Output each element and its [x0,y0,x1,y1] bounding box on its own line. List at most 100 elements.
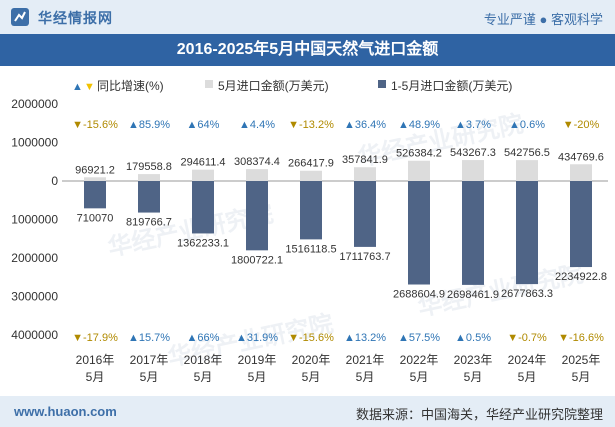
bar-month [300,170,322,181]
y-tick-label: 1000000 [11,213,58,227]
slogan: 专业严谨 ● 客观科学 [483,12,603,27]
growth-ytd-label: ▲0.5% [455,332,491,344]
x-tick-label-month: 5月 [140,370,159,384]
growth-month-label: ▲3.7% [455,119,491,131]
x-tick-label-year: 2016年 [76,353,115,367]
bar-ytd [84,181,106,209]
value-label-month: 357841.9 [342,154,388,166]
x-tick-label-month: 5月 [302,370,321,384]
bar-month [354,167,376,181]
value-label-month: 266417.9 [288,158,334,170]
bar-month [408,160,430,181]
y-tick-label: 2000000 [11,251,58,265]
y-tick-label: 4000000 [11,328,58,342]
brand-name: 华经情报网 [38,10,113,26]
growth-ytd-label: ▲57.5% [398,332,440,344]
growth-month-label: ▲64% [187,119,220,131]
growth-month-label: ▲48.9% [398,119,440,131]
bar-month [84,177,106,181]
value-label-month: 294611.4 [180,157,225,169]
value-label-ytd: 1711763.7 [339,251,390,263]
bar-month [138,174,160,181]
x-tick-label-month: 5月 [86,370,105,384]
y-tick-label: 2000000 [11,97,58,111]
value-label-month: 179558.8 [126,161,172,173]
growth-ytd-label: ▼-16.6% [558,332,604,344]
value-label-ytd: 2698461.9 [447,289,499,301]
x-tick-label-year: 2023年 [454,353,493,367]
bar-ytd [300,181,322,240]
growth-month-label: ▲36.4% [344,119,386,131]
growth-ytd-label: ▲31.9% [236,332,278,344]
growth-month-label: ▲0.6% [509,119,545,131]
value-label-ytd: 2677863.3 [501,288,553,300]
x-tick-label-month: 5月 [518,370,537,384]
x-tick-label-month: 5月 [572,370,591,384]
growth-month-label: ▼-20% [563,119,600,131]
growth-ytd-label: ▼-0.7% [507,332,547,344]
growth-ytd-label: ▼-15.6% [288,332,334,344]
value-label-ytd: 2234922.8 [555,271,607,283]
x-tick-label-year: 2020年 [292,353,331,367]
footer-source: 数据来源：中国海关，华经产业研究院整理 [355,407,603,422]
chart-title: 2016-2025年5月中国天然气进口金额 [176,41,439,58]
x-tick-label-year: 2019年 [238,353,277,367]
value-label-month: 96921.2 [75,164,115,176]
bar-month [462,160,484,181]
value-label-ytd: 710070 [77,212,114,224]
legend-growth-label: 同比增速(%) [97,79,164,93]
x-tick-label-year: 2024年 [508,353,547,367]
growth-month-label: ▲85.9% [128,119,170,131]
x-tick-label-year: 2022年 [400,353,439,367]
bar-ytd [354,181,376,247]
bar-ytd [192,181,214,234]
x-tick-label-month: 5月 [410,370,429,384]
brand-logo-icon [11,8,29,26]
value-label-month: 526384.2 [396,148,442,160]
x-tick-label-month: 5月 [356,370,375,384]
value-label-ytd: 1800722.1 [231,254,283,266]
growth-ytd-label: ▲66% [187,332,220,344]
value-label-ytd: 1362233.1 [177,237,229,249]
bar-ytd [516,181,538,285]
growth-month-label: ▲4.4% [239,119,275,131]
legend-ytd-label: 1-5月进口金额(万美元) [391,78,512,93]
x-tick-label-year: 2025年 [562,353,601,367]
bar-ytd [408,181,430,285]
x-tick-label-month: 5月 [464,370,483,384]
x-tick-label-year: 2021年 [346,353,385,367]
x-tick-label-month: 5月 [194,370,213,384]
bar-month [192,169,214,181]
growth-ytd-label: ▲13.2% [344,332,386,344]
legend-up-arrow-icon: ▲ [72,81,83,93]
footer-site-link[interactable]: www.huaon.com [14,404,117,419]
value-label-ytd: 2688604.9 [393,289,445,301]
x-tick-label-year: 2018年 [184,353,223,367]
y-tick-label: 3000000 [11,290,58,304]
legend-down-arrow-icon: ▼ [84,81,95,93]
bar-month [516,160,538,181]
value-label-month: 308374.4 [234,156,280,168]
value-label-ytd: 1516118.5 [285,243,336,255]
bar-month [246,169,268,181]
growth-ytd-label: ▼-17.9% [72,332,118,344]
x-tick-label-month: 5月 [248,370,267,384]
growth-ytd-label: ▲15.7% [128,332,170,344]
bar-ytd [246,181,268,251]
value-label-ytd: 819766.7 [126,217,172,229]
bar-ytd [462,181,484,285]
title-bar: 2016-2025年5月中国天然气进口金额 [0,34,615,66]
legend-month-swatch [205,80,213,88]
value-label-month: 542756.5 [504,147,550,159]
header-bar: 华经情报网 专业严谨 ● 客观科学 [0,0,615,34]
bar-month [570,164,592,181]
y-tick-label: 0 [51,174,58,188]
growth-month-label: ▼-13.2% [288,119,334,131]
growth-month-label: ▼-15.6% [72,119,118,131]
x-tick-label-year: 2017年 [130,353,169,367]
legend-month-label: 5月进口金额(万美元) [218,78,329,93]
bar-ytd [138,181,160,213]
footer-bar: www.huaon.com 数据来源：中国海关，华经产业研究院整理 [0,396,615,427]
bar-ytd [570,181,592,268]
